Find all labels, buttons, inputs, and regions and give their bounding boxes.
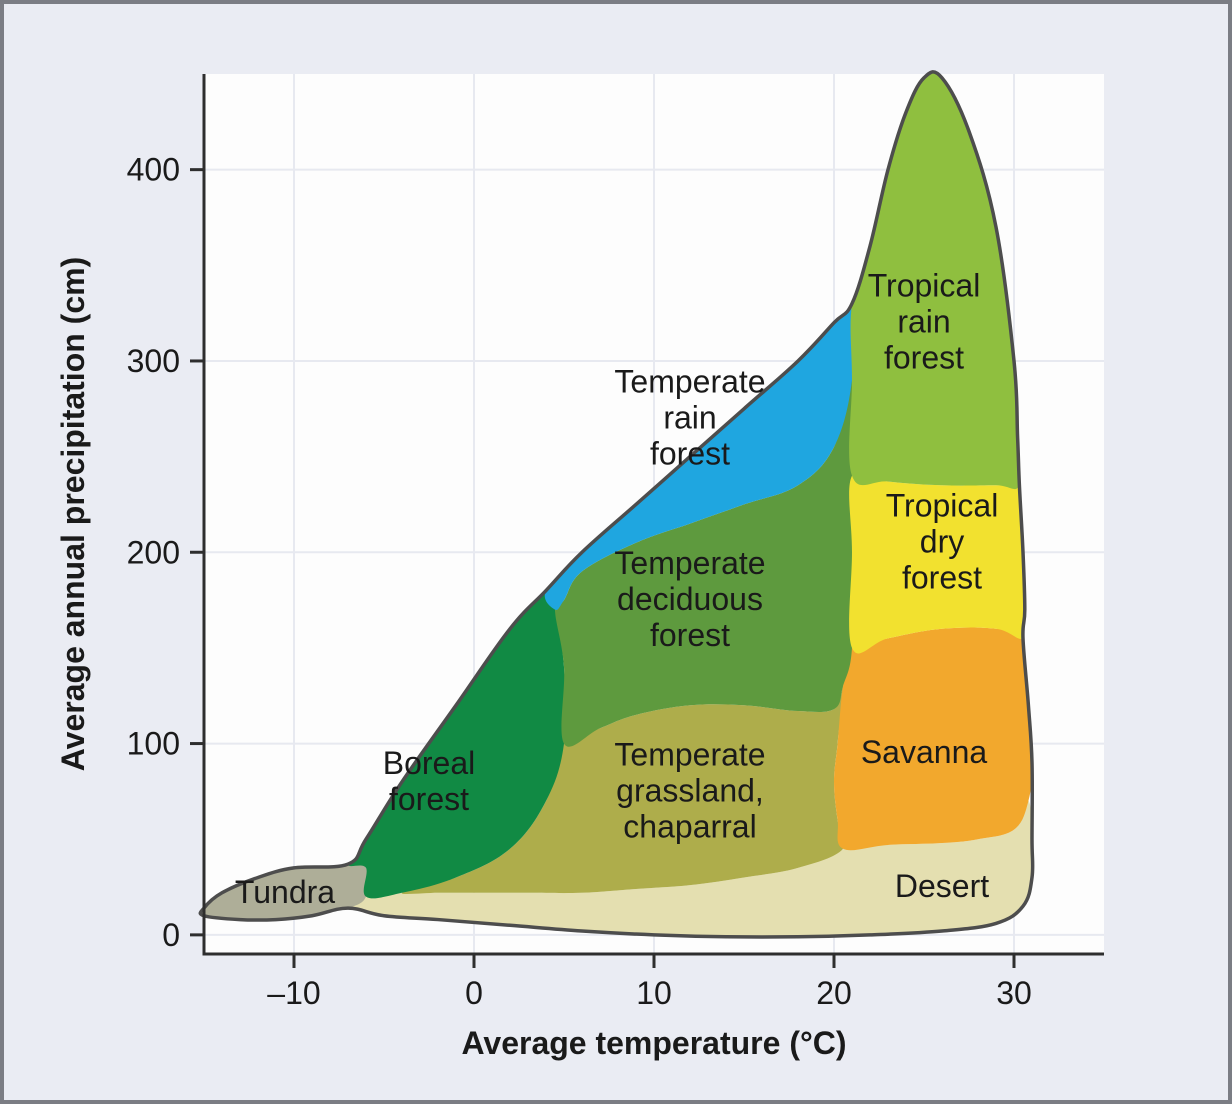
x-tick-label: 30: [996, 975, 1032, 1011]
y-tick-label: 300: [127, 343, 180, 379]
y-tick-label: 200: [127, 534, 180, 570]
x-tick-label: 10: [636, 975, 672, 1011]
x-tick-label: 20: [816, 975, 852, 1011]
y-tick-label: 100: [127, 726, 180, 762]
x-tick-label: –10: [267, 975, 320, 1011]
y-tick-label: 0: [162, 917, 180, 953]
y-axis-title: Average annual precipitation (cm): [55, 257, 91, 771]
chart-frame: TundraBorealforestTemperaterainforestTro…: [0, 0, 1232, 1104]
biome-label-desert: Desert: [895, 868, 989, 904]
biome-label-temperate_grassland: Temperategrassland,chaparral: [614, 736, 765, 844]
y-tick-label: 400: [127, 152, 180, 188]
x-tick-label: 0: [465, 975, 483, 1011]
biome-label-boreal: Borealforest: [383, 745, 476, 817]
biome-label-savanna: Savanna: [861, 734, 988, 770]
biome-label-tundra: Tundra: [235, 874, 335, 910]
biome-chart: TundraBorealforestTemperaterainforestTro…: [4, 4, 1228, 1100]
x-axis-title: Average temperature (°C): [461, 1025, 846, 1061]
